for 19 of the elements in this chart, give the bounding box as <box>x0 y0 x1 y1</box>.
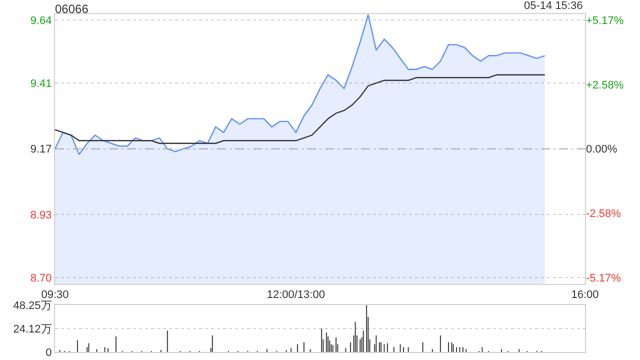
y2-tick-label: +2.58% <box>586 79 624 92</box>
x-tick-label: 09:30 <box>41 289 69 302</box>
x-tick-label: 12:00/13:00 <box>266 289 325 302</box>
y2-tick-label: +5.17% <box>586 14 624 27</box>
y2-tick-label: -2.58% <box>586 208 622 220</box>
y-tick-label: 8.93 <box>30 210 52 222</box>
x-tick-label: 16:00 <box>571 289 599 302</box>
y-tick-label: 8.70 <box>30 272 52 285</box>
y-tick-label: 9.41 <box>30 78 52 90</box>
y-tick-label: 9.64 <box>30 14 52 27</box>
y-tick-label: 9.17 <box>30 144 52 156</box>
text: 05-14 15:36 <box>524 0 583 12</box>
y-tick-label: 0 <box>46 346 52 359</box>
line-series <box>55 74 546 144</box>
y2-tick-label: -5.17% <box>586 272 622 285</box>
chart-title: 06066 <box>55 2 89 16</box>
y-tick-label: 24.12万 <box>13 323 52 336</box>
y2-tick-label: 0.00% <box>586 144 618 156</box>
y-tick-label: 48.25万 <box>13 300 52 312</box>
